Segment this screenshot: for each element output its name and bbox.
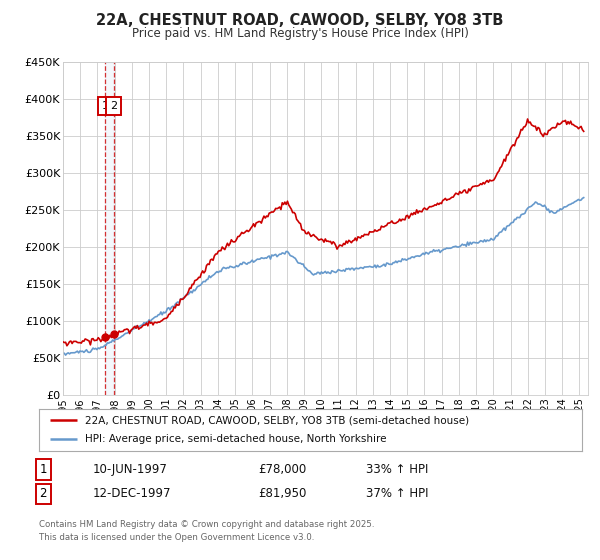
Text: 2: 2 bbox=[40, 487, 47, 501]
Text: 1: 1 bbox=[40, 463, 47, 476]
Text: Price paid vs. HM Land Registry's House Price Index (HPI): Price paid vs. HM Land Registry's House … bbox=[131, 27, 469, 40]
Bar bbox=[105, 62, 114, 395]
Text: £81,950: £81,950 bbox=[258, 487, 307, 501]
Text: 37% ↑ HPI: 37% ↑ HPI bbox=[366, 487, 428, 501]
Text: 12-DEC-1997: 12-DEC-1997 bbox=[93, 487, 172, 501]
Text: 33% ↑ HPI: 33% ↑ HPI bbox=[366, 463, 428, 476]
Text: 22A, CHESTNUT ROAD, CAWOOD, SELBY, YO8 3TB (semi-detached house): 22A, CHESTNUT ROAD, CAWOOD, SELBY, YO8 3… bbox=[85, 415, 469, 425]
Text: 10-JUN-1997: 10-JUN-1997 bbox=[93, 463, 168, 476]
Text: £78,000: £78,000 bbox=[258, 463, 306, 476]
Text: 22A, CHESTNUT ROAD, CAWOOD, SELBY, YO8 3TB: 22A, CHESTNUT ROAD, CAWOOD, SELBY, YO8 3… bbox=[97, 13, 503, 28]
Text: Contains HM Land Registry data © Crown copyright and database right 2025.
This d: Contains HM Land Registry data © Crown c… bbox=[39, 520, 374, 542]
Text: HPI: Average price, semi-detached house, North Yorkshire: HPI: Average price, semi-detached house,… bbox=[85, 435, 386, 445]
Text: 2: 2 bbox=[110, 101, 118, 111]
Text: 1: 1 bbox=[101, 101, 109, 111]
